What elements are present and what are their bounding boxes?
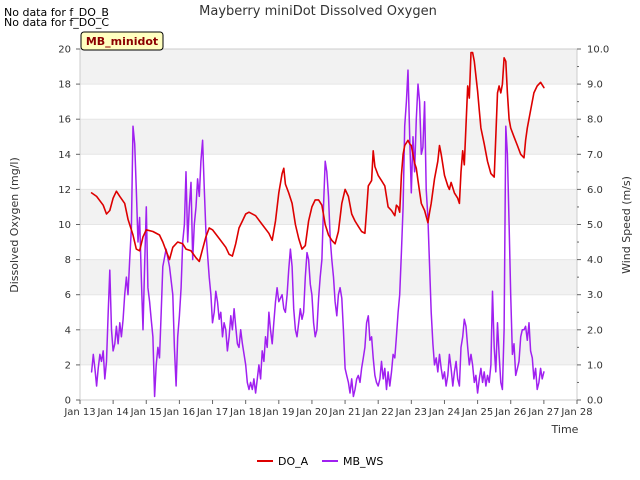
x-tick-label: Jan 21 <box>328 407 360 418</box>
x-tick-label: Jan 15 <box>130 407 162 418</box>
right-tick-label: 8.0 <box>587 115 603 126</box>
x-tick-label: Jan 17 <box>196 407 228 418</box>
left-tick-label: 8 <box>65 255 71 266</box>
notice-no-data-do-b: No data for f_DO_B <box>4 6 109 19</box>
left-tick-label: 6 <box>65 290 71 301</box>
right-tick-label: 6.0 <box>587 185 603 196</box>
left-tick-label: 2 <box>65 360 71 371</box>
series-lines <box>90 51 545 398</box>
right-axis-ticks: 0.0 1.0 2.0 3.0 4.0 5.0 6.0 7.0 8.0 9.0 10.0 <box>577 45 609 407</box>
notice-no-data-do-c: No data for f_DO_C <box>4 16 110 29</box>
x-tick-label: Jan 27 <box>527 407 559 418</box>
left-tick-label: 20 <box>58 45 71 56</box>
left-tick-label: 12 <box>58 185 71 196</box>
x-tick-label: Jan 14 <box>96 407 128 418</box>
right-tick-label: 9.0 <box>587 80 603 91</box>
x-tick-label: Jan 28 <box>560 407 592 418</box>
legend: DO_A MB_WS <box>257 455 383 468</box>
right-tick-label: 0.0 <box>587 396 603 407</box>
x-axis-title: Time <box>551 423 579 436</box>
left-tick-label: 14 <box>58 150 71 161</box>
grid-bands <box>80 49 577 401</box>
left-tick-label: 18 <box>58 80 71 91</box>
x-tick-label: Jan 24 <box>428 407 460 418</box>
left-axis-title: Dissolved Oxygen (mg/l) <box>8 157 21 292</box>
right-tick-label: 2.0 <box>587 325 603 336</box>
legend-label-do-a: DO_A <box>278 455 309 468</box>
left-tick-label: 0 <box>65 396 71 407</box>
chart-title: Mayberry miniDot Dissolved Oxygen <box>199 4 437 19</box>
site-label: MB_minidot <box>86 35 158 48</box>
x-tick-label: Jan 23 <box>395 407 427 418</box>
x-axis-ticks: Jan 13 Jan 14 Jan 15 Jan 16 Jan 17 Jan 18 Jan … <box>63 400 593 418</box>
x-tick-label: Jan 18 <box>229 407 261 418</box>
grid-band <box>80 119 577 155</box>
left-axis-ticks: 0 2 4 6 8 10 12 14 16 18 20 <box>58 45 80 407</box>
right-tick-label: 5.0 <box>587 220 603 231</box>
x-tick-label: Jan 20 <box>295 407 327 418</box>
right-axis-title: Wind Speed (m/s) <box>620 176 633 274</box>
right-tick-label: 4.0 <box>587 255 603 266</box>
right-tick-label: 3.0 <box>587 290 603 301</box>
x-tick-label: Jan 16 <box>163 407 195 418</box>
grid-band <box>80 49 577 85</box>
left-tick-label: 10 <box>58 220 71 231</box>
series-line-do-a <box>90 51 545 263</box>
x-tick-label: Jan 25 <box>461 407 493 418</box>
right-tick-label: 7.0 <box>587 150 603 161</box>
right-tick-label: 1.0 <box>587 360 603 371</box>
site-label-box <box>80 31 164 51</box>
left-tick-label: 4 <box>65 325 71 336</box>
x-tick-label: Jan 22 <box>362 407 394 418</box>
x-tick-label: Jan 19 <box>262 407 294 418</box>
grid-band <box>80 259 577 295</box>
grid-band <box>80 329 577 365</box>
legend-label-mb-ws: MB_WS <box>343 455 383 468</box>
right-tick-label: 10.0 <box>587 45 609 56</box>
x-tick-label: Jan 26 <box>494 407 526 418</box>
left-tick-label: 16 <box>58 115 71 126</box>
x-tick-label: Jan 13 <box>63 407 95 418</box>
series-line-mb-ws <box>90 69 545 398</box>
